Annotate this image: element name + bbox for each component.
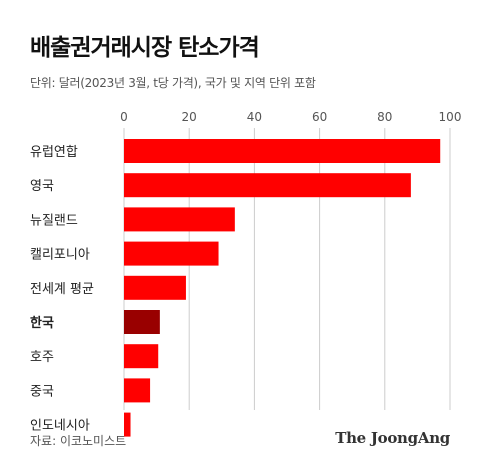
bar [124, 241, 219, 266]
category-label: 중국 [30, 384, 54, 399]
category-label: 영국 [30, 179, 54, 194]
source-note: 자료: 이코노미스트 [30, 434, 127, 448]
bar [124, 344, 159, 369]
x-tick-label: 40 [247, 110, 262, 124]
category-label: 인도네시아 [30, 419, 90, 434]
bar [124, 139, 441, 163]
category-label: 캘리포니아 [30, 248, 90, 263]
bar [124, 173, 411, 198]
category-label: 전세계 평균 [30, 282, 94, 297]
x-tick-label: 100 [439, 110, 462, 124]
category-label: 유럽연합 [30, 145, 78, 160]
bar [124, 207, 235, 232]
bar [124, 275, 186, 300]
chart-subtitle: 단위: 달러(2023년 3월, t당 가격), 국가 및 지역 단위 포함 [30, 76, 316, 90]
brand-logo: The JoongAng [335, 429, 450, 447]
x-tick-label: 60 [312, 110, 327, 124]
x-tick-label: 80 [377, 110, 392, 124]
bar [124, 412, 131, 437]
category-label: 한국 [30, 315, 54, 331]
chart-title: 배출권거래시장 탄소가격 [30, 35, 260, 61]
x-tick-label: 20 [182, 110, 197, 124]
category-label: 호주 [30, 350, 54, 365]
bar [124, 378, 151, 403]
category-label: 뉴질랜드 [30, 213, 78, 228]
x-tick-label: 0 [120, 110, 128, 124]
bar [124, 310, 160, 334]
